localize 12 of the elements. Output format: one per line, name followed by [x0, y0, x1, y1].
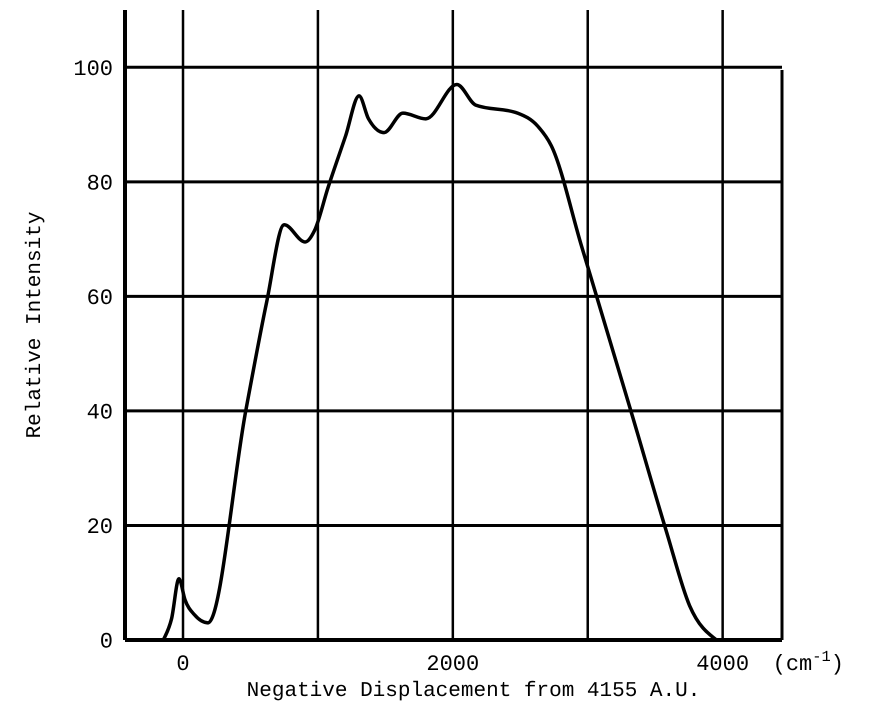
text: (cm$^{-1}$) [772, 648, 844, 677]
y-tick-label: 60 [86, 286, 113, 312]
y-axis-title: Relative Intensity [24, 212, 47, 438]
x-tick-label: 0 [176, 652, 190, 677]
y-tick-label: 20 [86, 515, 113, 540]
y-tick-label: 40 [86, 400, 113, 426]
y-tick-label: 0 [100, 630, 113, 655]
x-tick-label: 4000 [696, 652, 750, 677]
y-tick-label: 100 [73, 56, 113, 82]
x-tick-label: 2000 [426, 652, 480, 677]
x-axis-title: Negative Displacement from 4155 A.U. [246, 680, 700, 703]
y-tick-label: 80 [86, 172, 113, 197]
